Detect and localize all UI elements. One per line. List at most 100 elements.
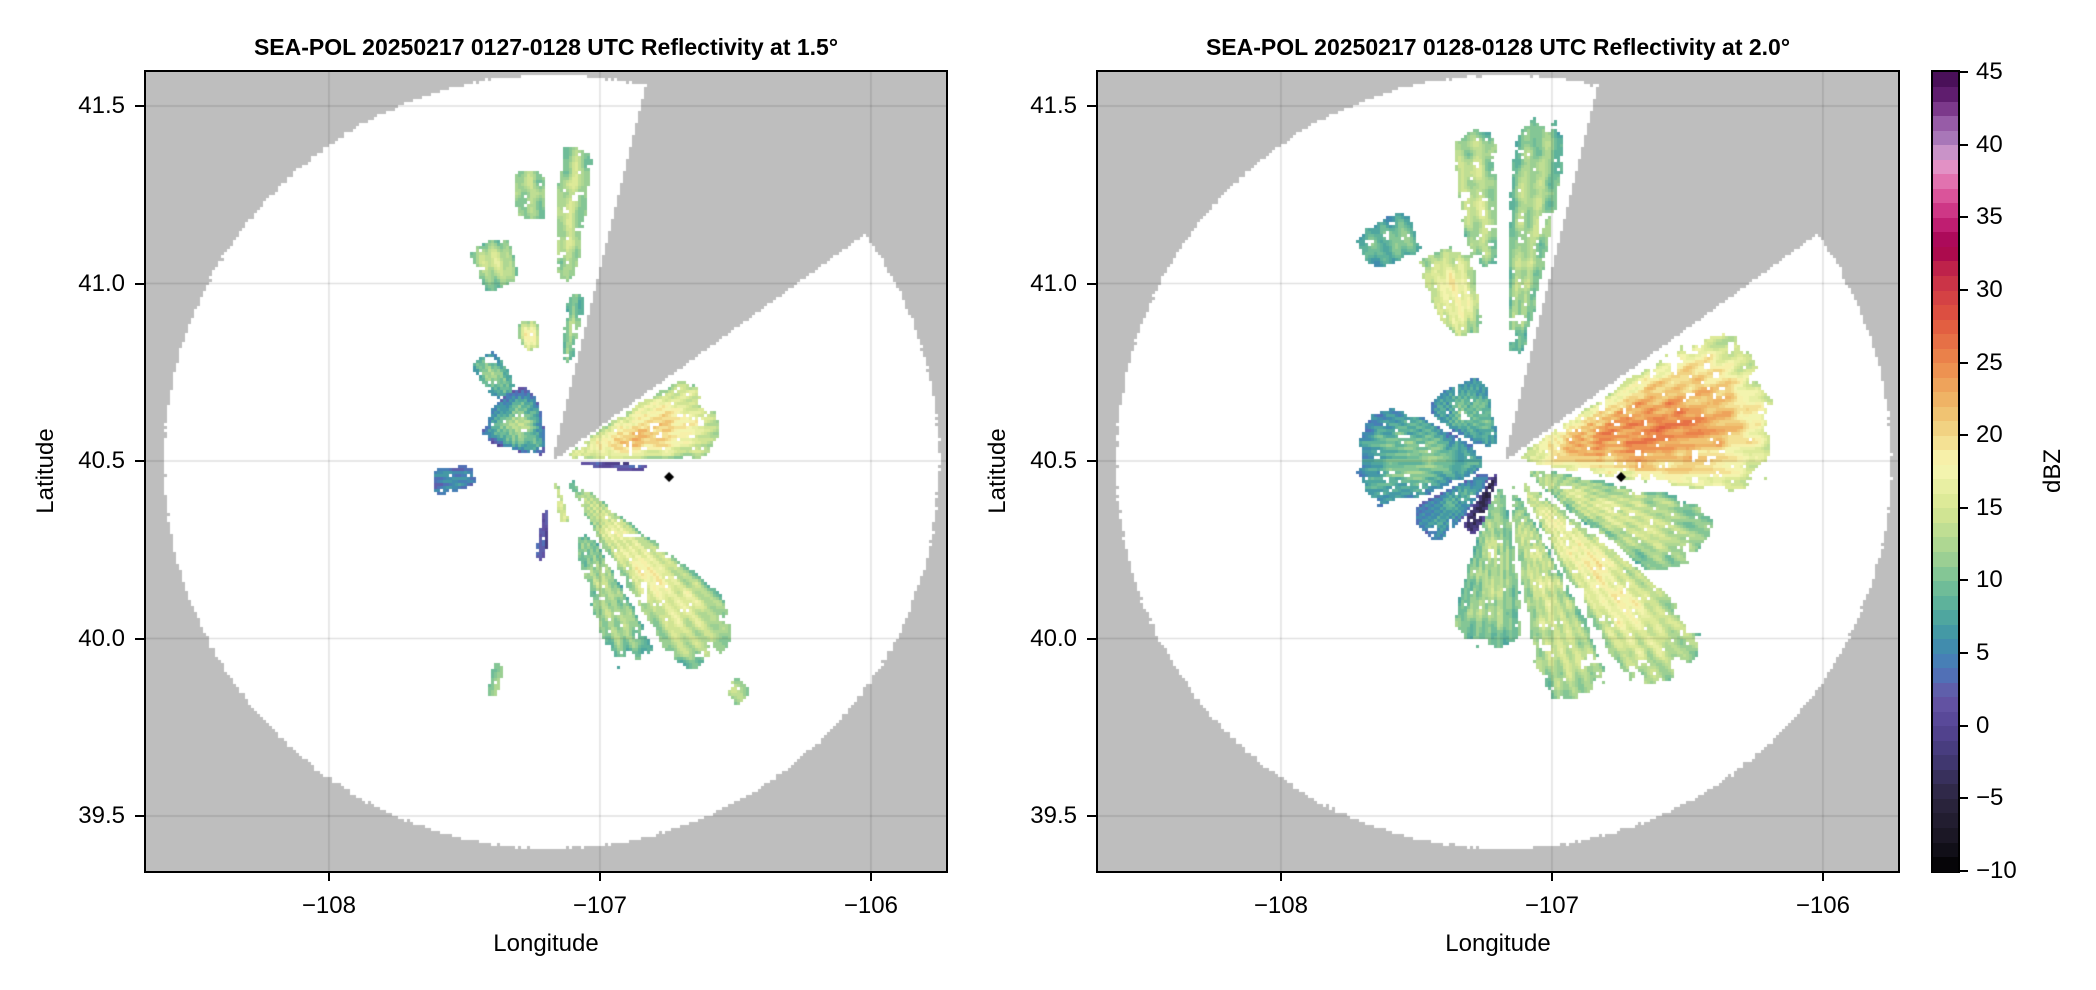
colorbar-tick-mark — [1958, 870, 1968, 872]
panel-title: SEA-POL 20250217 0128-0128 UTC Reflectiv… — [1205, 34, 1791, 60]
x-tick-label: −106 — [1795, 892, 1850, 919]
colorbar-bin — [1933, 827, 1958, 843]
panel-title: SEA-POL 20250217 0127-0128 UTC Reflectiv… — [253, 34, 839, 60]
colorbar-bin — [1933, 130, 1958, 146]
x-axis-label: Longitude — [1445, 930, 1551, 957]
colorbar-tick-mark — [1958, 71, 1968, 73]
colorbar-bin — [1933, 377, 1958, 393]
colorbar-bin — [1933, 624, 1958, 640]
colorbar-bin — [1933, 478, 1958, 494]
colorbar-tick-mark — [1958, 361, 1968, 364]
colorbar-tick-label: 5 — [1976, 639, 1990, 667]
colorbar-tick-label: −5 — [1976, 784, 2004, 812]
colorbar-tick-label: 30 — [1976, 275, 2003, 303]
colorbar-bin — [1933, 333, 1958, 349]
colorbar — [1931, 70, 1960, 873]
colorbar-tick-label: −10 — [1976, 857, 2017, 884]
x-axis-label: Longitude — [493, 930, 599, 957]
colorbar-bin — [1933, 318, 1958, 335]
colorbar-bin — [1933, 464, 1958, 480]
y-tick-label: 39.5 — [1030, 801, 1077, 829]
x-tick-mark — [1550, 871, 1553, 881]
colorbar-bin — [1933, 783, 1958, 799]
colorbar-bin — [1933, 754, 1958, 770]
colorbar-bin — [1933, 173, 1958, 189]
y-tick-mark — [1087, 105, 1098, 108]
colorbar-bin — [1933, 696, 1958, 712]
colorbar-bin — [1933, 711, 1958, 727]
colorbar-tick-label: 15 — [1976, 493, 2003, 521]
colorbar-bin — [1933, 769, 1958, 785]
colorbar-bin — [1933, 391, 1958, 407]
y-tick-label: 41.0 — [78, 269, 125, 297]
colorbar-tick-label: 20 — [1976, 421, 2003, 449]
x-tick-label: −106 — [843, 892, 898, 919]
y-tick-label: 40.0 — [78, 624, 125, 652]
colorbar-bin — [1933, 420, 1958, 436]
colorbar-bin — [1933, 202, 1958, 218]
colorbar-bin — [1933, 798, 1958, 814]
colorbar-bin — [1933, 231, 1958, 247]
colorbar-tick-mark — [1958, 506, 1968, 509]
colorbar-bin — [1933, 507, 1958, 523]
colorbar-bin — [1933, 72, 1958, 88]
colorbar-bin — [1933, 449, 1958, 465]
colorbar-bin — [1933, 260, 1958, 276]
colorbar-tick-label: 40 — [1976, 130, 2003, 158]
y-tick-mark — [135, 814, 146, 817]
colorbar-bin — [1933, 86, 1958, 102]
colorbar-bin — [1933, 101, 1958, 117]
colorbar-bin — [1933, 812, 1958, 829]
x-tick-label: −108 — [301, 892, 356, 919]
colorbar-tick-mark — [1958, 216, 1968, 219]
colorbar-label: dBZ — [2039, 448, 2066, 494]
y-tick-label: 40.5 — [1030, 447, 1077, 475]
colorbar-bin — [1933, 406, 1958, 422]
y-tick-mark — [135, 637, 146, 640]
colorbar-tick-label: 25 — [1976, 348, 2003, 376]
colorbar-bin — [1933, 304, 1958, 320]
x-tick-mark — [1821, 871, 1824, 881]
colorbar-tick-mark — [1958, 143, 1968, 146]
colorbar-tick-mark — [1958, 797, 1968, 800]
colorbar-bin — [1933, 682, 1958, 698]
colorbar-bin — [1933, 536, 1958, 552]
y-tick-label: 40.5 — [78, 447, 125, 475]
y-tick-mark — [135, 105, 146, 108]
colorbar-bin — [1933, 841, 1958, 858]
y-tick-mark — [135, 282, 146, 285]
colorbar-bin — [1933, 188, 1958, 204]
colorbar-tick-label: 10 — [1976, 566, 2003, 594]
x-tick-mark — [1279, 871, 1282, 881]
colorbar-tick-label: 35 — [1976, 203, 2003, 231]
colorbar-bin — [1933, 522, 1958, 538]
colorbar-bin — [1933, 217, 1958, 233]
x-tick-mark — [327, 871, 330, 881]
y-tick-label: 41.5 — [78, 92, 125, 120]
colorbar-bin — [1933, 115, 1958, 131]
colorbar-bin — [1933, 275, 1958, 291]
colorbar-bin — [1933, 348, 1958, 364]
colorbar-bin — [1933, 435, 1958, 451]
colorbar-bin — [1933, 246, 1958, 262]
colorbar-bin — [1933, 144, 1958, 160]
colorbar-tick-mark — [1958, 434, 1968, 437]
y-tick-label: 39.5 — [78, 801, 125, 829]
radar-axes — [1096, 70, 1900, 873]
colorbar-bin — [1933, 565, 1958, 582]
y-tick-label: 41.5 — [1030, 92, 1077, 120]
y-axis-label: Latitude — [32, 428, 59, 514]
colorbar-bin — [1933, 493, 1958, 509]
panel-2: SEA-POL 20250217 0128-0128 UTC Reflectiv… — [952, 0, 1904, 990]
colorbar-bin — [1933, 638, 1958, 654]
panel-1: SEA-POL 20250217 0127-0128 UTC Reflectiv… — [0, 0, 952, 990]
x-tick-mark — [598, 871, 601, 881]
colorbar-bin — [1933, 667, 1958, 683]
colorbar-tick-mark — [1958, 288, 1968, 291]
colorbar-bin — [1933, 856, 1958, 872]
y-tick-mark — [1087, 637, 1098, 640]
colorbar-tick-mark — [1958, 579, 1968, 582]
colorbar-tick-mark — [1958, 724, 1968, 727]
y-tick-mark — [1087, 460, 1098, 463]
reflectivity-raster — [146, 72, 946, 871]
